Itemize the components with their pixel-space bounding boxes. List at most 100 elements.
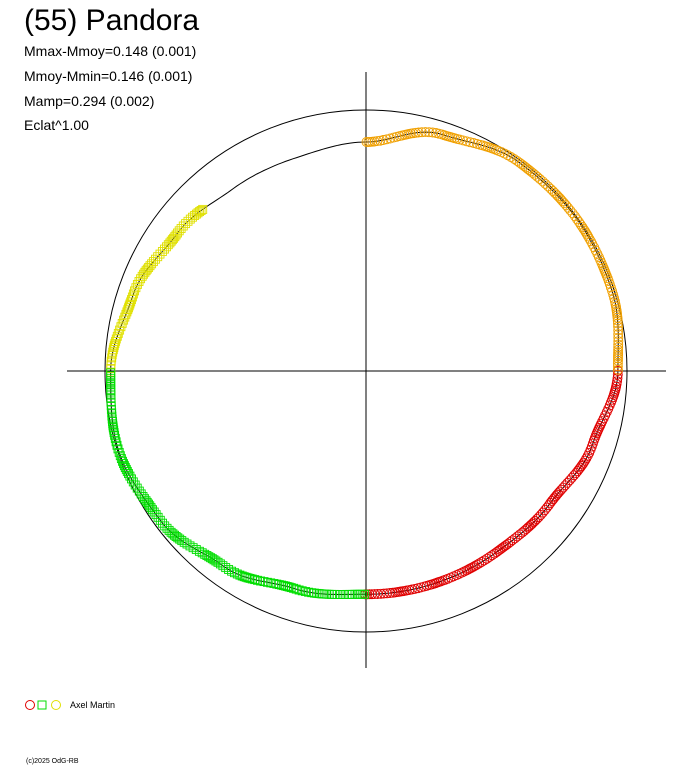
data-point <box>458 135 469 146</box>
data-point <box>572 214 582 225</box>
legend-observer-label: Axel Martin <box>70 700 116 710</box>
data-point <box>200 549 210 559</box>
data-point <box>487 550 498 561</box>
legend-yellow-circle-marker <box>51 700 61 710</box>
stat-mmax-mmoy: Mmax-Mmoy=0.148 (0.001) <box>24 43 197 59</box>
data-point <box>195 207 205 217</box>
stat-mmoy-mmin: Mmoy-Mmin=0.146 (0.001) <box>24 68 193 84</box>
data-point <box>381 134 392 145</box>
data-point <box>612 318 623 329</box>
reference-circle <box>104 109 628 633</box>
data-point <box>162 523 172 533</box>
data-point <box>132 280 142 289</box>
data-point <box>196 206 206 215</box>
data-point <box>584 447 595 458</box>
data-point <box>481 553 492 564</box>
fit-curve <box>110 131 619 595</box>
data-point <box>578 224 589 234</box>
data-point <box>151 254 160 264</box>
data-point <box>269 579 279 588</box>
data-point <box>612 315 623 326</box>
data-point <box>115 325 125 335</box>
data-point <box>307 588 317 598</box>
data-point <box>304 587 314 597</box>
data-point <box>178 221 188 231</box>
legend: Axel Martin <box>24 698 115 712</box>
data-point <box>457 567 467 578</box>
data-point <box>612 358 623 369</box>
data-point <box>509 154 520 164</box>
data-point <box>496 543 507 554</box>
data-point <box>120 312 130 322</box>
data-point <box>253 575 262 585</box>
data-point <box>155 249 165 259</box>
data-point <box>130 286 139 296</box>
data-point <box>523 522 533 533</box>
data-point <box>547 186 558 196</box>
data-point <box>366 589 377 600</box>
data-point <box>465 137 476 148</box>
data-point <box>218 561 228 571</box>
data-point <box>250 575 260 585</box>
data-point <box>613 339 624 350</box>
data-point <box>110 339 120 349</box>
data-point <box>587 239 598 250</box>
data-point <box>378 135 389 145</box>
data-point <box>385 133 396 144</box>
data-point <box>179 537 189 547</box>
data-point <box>578 457 589 468</box>
data-point <box>110 430 120 440</box>
data-point <box>600 266 611 277</box>
data-point <box>230 568 239 578</box>
data-point <box>111 437 121 447</box>
data-point <box>420 127 431 138</box>
data-point <box>118 456 127 466</box>
data-point <box>116 322 126 332</box>
data-point <box>197 548 207 558</box>
data-point <box>607 286 618 296</box>
data-point <box>232 569 242 579</box>
data-point <box>266 578 276 588</box>
data-point <box>574 464 584 475</box>
data-point <box>153 252 163 262</box>
data-point <box>413 127 424 138</box>
data-point <box>116 454 126 464</box>
data-point <box>520 162 531 173</box>
data-point <box>583 231 594 242</box>
data-point <box>128 477 138 487</box>
data-point <box>140 494 150 504</box>
data-point <box>274 580 284 590</box>
data-point <box>514 529 525 540</box>
data-point <box>534 174 545 184</box>
legend-green-square-marker <box>37 700 47 710</box>
data-point <box>584 233 595 244</box>
data-point <box>198 204 208 214</box>
data-point <box>291 584 301 594</box>
data-point <box>181 219 191 229</box>
data-point <box>597 416 608 427</box>
data-point <box>410 127 421 138</box>
data-point <box>459 566 470 577</box>
data-point <box>612 369 623 380</box>
data-point <box>128 289 138 299</box>
data-point <box>131 283 141 293</box>
data-point <box>372 589 383 599</box>
data-point <box>489 548 500 559</box>
data-point <box>484 551 495 562</box>
data-point <box>468 138 479 148</box>
data-point <box>113 328 123 338</box>
data-point <box>613 321 624 332</box>
data-point <box>537 176 548 187</box>
data-point <box>127 295 136 305</box>
data-point <box>533 512 544 523</box>
data-point <box>272 579 282 589</box>
data-point <box>108 347 118 357</box>
legend-markers <box>25 700 61 710</box>
stat-eclat: Eclat^1.00 <box>24 117 89 133</box>
data-point <box>596 258 607 268</box>
data-point <box>608 289 619 300</box>
data-point <box>112 331 122 341</box>
data-point <box>375 135 386 146</box>
data-point <box>127 292 137 302</box>
